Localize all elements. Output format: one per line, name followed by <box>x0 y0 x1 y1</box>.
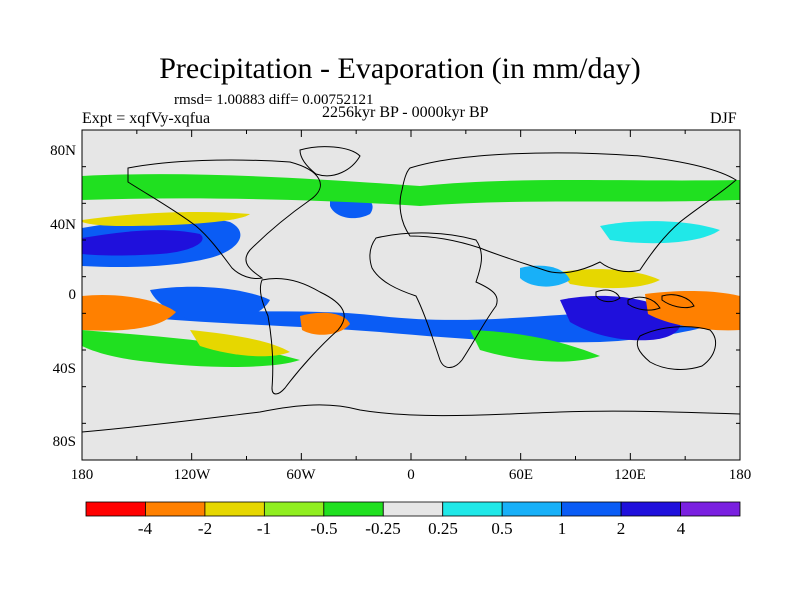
lat-label-0: 0 <box>68 287 77 303</box>
field-yellow-north-indian <box>560 269 660 289</box>
lon-label-60e: 60E <box>508 467 534 483</box>
colorbar-label: -0.5 <box>310 519 338 538</box>
coastline-australia <box>636 326 717 370</box>
colorbar-swatch <box>85 501 146 517</box>
coastline-greenland <box>299 146 361 177</box>
colorbar-label: -2 <box>197 519 213 538</box>
coastline-maritime-continent <box>595 289 695 311</box>
colorbar-label: -4 <box>137 519 153 538</box>
season-label: DJF <box>710 110 737 127</box>
colorbar-swatch <box>442 501 503 517</box>
field-blue-equatorial <box>140 300 740 343</box>
axis-ticks <box>81 129 741 461</box>
experiment-label: Expt = xqfVy-xqfua <box>82 110 211 127</box>
colorbar-label: 4 <box>676 519 686 538</box>
field-lightblue-arabian-sea <box>520 265 570 287</box>
colorbar <box>85 501 741 517</box>
field-yellow-south-pacific <box>190 330 290 357</box>
coastline-south-america <box>259 278 345 395</box>
colorbar-label: 1 <box>557 519 567 538</box>
coastline-africa <box>369 232 498 368</box>
lon-label-180e: 180 <box>728 467 752 483</box>
colorbar-label: -1 <box>256 519 272 538</box>
field-green-south-belt <box>82 330 300 367</box>
colorbar-swatch <box>382 501 444 517</box>
lat-label-80s: 80S <box>52 434 76 450</box>
coastline-eurasia <box>399 152 737 274</box>
field-orange-west-pacific <box>645 290 740 331</box>
field-blue-south-pacific <box>150 286 270 322</box>
colorbar-label: 0.25 <box>428 519 458 538</box>
coastline-layer <box>81 146 741 433</box>
colorbar-swatch <box>323 501 384 517</box>
field-orange-east-pacific <box>82 294 176 331</box>
lon-label-60w: 60W <box>286 467 316 483</box>
field-green-north-belt <box>82 174 740 206</box>
coastline-north-america <box>127 159 321 279</box>
coastline-antarctica <box>81 404 741 433</box>
lon-label-180w: 180 <box>70 467 94 483</box>
lat-label-80n: 80N <box>50 143 76 159</box>
field-green-south-indian <box>470 330 600 362</box>
chart-title: Precipitation - Evaporation (in mm/day) <box>159 52 641 85</box>
lon-label-120e: 120E <box>614 467 646 483</box>
field-orange-brazil <box>300 312 350 335</box>
lat-label-40s: 40S <box>52 361 76 377</box>
lon-label-0: 0 <box>407 467 415 483</box>
colorbar-label: 0.5 <box>491 519 513 538</box>
map-panel <box>81 129 741 461</box>
lat-label-40n: 40N <box>50 217 76 233</box>
colorbar-swatch <box>501 501 563 517</box>
colorbar-swatch <box>680 501 741 517</box>
pe-field-layer <box>82 174 740 367</box>
field-yellow-north-pacific <box>82 212 250 226</box>
field-darkblue-north-pacific <box>82 230 203 256</box>
colorbar-swatch <box>204 501 265 517</box>
colorbar-label: -0.25 <box>365 519 401 538</box>
colorbar-swatch <box>145 501 206 517</box>
lon-label-120w: 120W <box>173 467 211 483</box>
period-label: 2256kyr BP - 0000kyr BP <box>322 104 489 121</box>
field-cyan-north-east-asia <box>600 221 720 244</box>
colorbar-label: 2 <box>616 519 626 538</box>
colorbar-swatch <box>263 501 325 517</box>
stats-text: rmsd= 1.00883 diff= 0.00752121 <box>174 92 374 108</box>
colorbar-swatch <box>620 501 681 517</box>
colorbar-swatch <box>561 501 622 517</box>
